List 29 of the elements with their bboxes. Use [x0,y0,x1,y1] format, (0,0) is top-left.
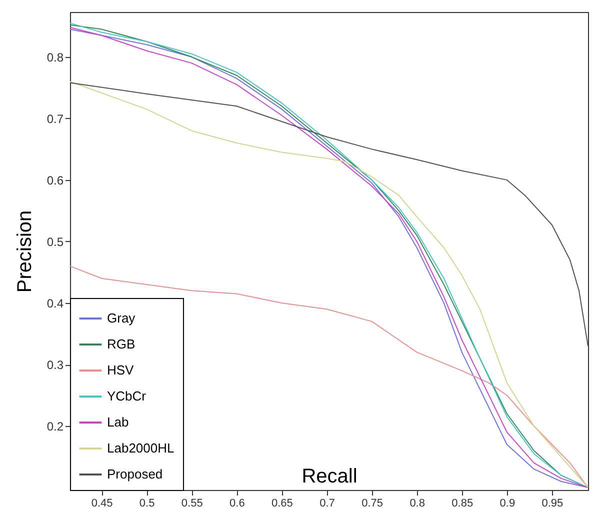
y-tick-label: 0.7 [46,112,64,126]
legend-label: Lab2000HL [107,440,174,456]
y-tick-label: 0.3 [46,358,64,372]
x-tick-label: 0.6 [230,498,245,510]
x-tick-label: 0.8 [410,498,425,510]
x-tick-label: 0.95 [542,498,564,510]
x-tick-label: 0.85 [452,498,474,510]
x-tick-label: 0.55 [181,498,203,510]
x-tick-label: 0.45 [91,498,113,510]
y-tick-label: 0.4 [46,296,64,310]
legend-label: Lab [107,414,129,430]
y-tick-label: 0.6 [46,173,64,188]
legend-label: HSV [107,362,134,378]
legend-label: Proposed [107,466,163,482]
x-tick-label: 0.5 [139,498,155,510]
x-tick-label: 0.7 [320,498,335,510]
y-tick-label: 0.8 [46,50,64,64]
line-series [70,266,588,488]
line-series [70,82,588,347]
legend-label: YCbCr [107,388,147,404]
y-axis-title: Precision [14,210,36,293]
y-tick-label: 0.2 [46,420,64,434]
x-tick-label: 0.75 [362,498,383,510]
legend-label: Gray [107,310,136,326]
y-tick-label: 0.5 [46,234,64,249]
legend-label: RGB [107,336,136,352]
x-axis-title: Recall [302,466,358,488]
x-tick-label: 0.9 [500,498,516,510]
x-tick-label: 0.65 [271,498,293,510]
